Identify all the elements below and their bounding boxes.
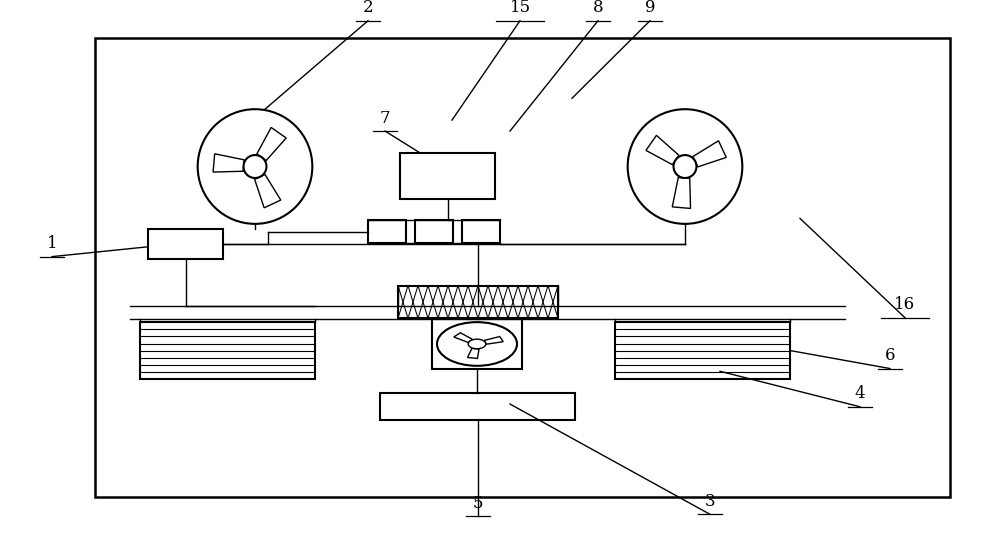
Bar — [95, 38, 950, 497]
Ellipse shape — [244, 155, 266, 178]
Polygon shape — [484, 336, 503, 344]
Bar — [415, 220, 453, 243]
Text: 7: 7 — [380, 110, 390, 127]
Polygon shape — [646, 135, 679, 165]
Polygon shape — [213, 154, 244, 172]
Ellipse shape — [198, 109, 312, 224]
Ellipse shape — [468, 339, 486, 349]
Bar — [140, 322, 315, 379]
Bar — [398, 286, 558, 318]
Ellipse shape — [674, 155, 696, 178]
Text: 2: 2 — [363, 0, 373, 16]
Bar — [368, 220, 406, 243]
Text: 8: 8 — [593, 0, 603, 16]
Text: 5: 5 — [473, 495, 483, 512]
Text: 16: 16 — [894, 296, 916, 313]
Bar — [462, 220, 500, 243]
Polygon shape — [693, 141, 726, 167]
Bar — [148, 229, 223, 259]
Ellipse shape — [628, 109, 742, 224]
Polygon shape — [255, 175, 281, 208]
Ellipse shape — [437, 322, 517, 366]
Text: 1: 1 — [47, 235, 57, 252]
Bar — [432, 319, 522, 369]
Bar — [615, 322, 790, 379]
Polygon shape — [257, 127, 286, 161]
Polygon shape — [468, 348, 479, 358]
Text: 9: 9 — [645, 0, 655, 16]
Bar — [380, 393, 575, 420]
Bar — [400, 153, 495, 199]
Polygon shape — [454, 333, 473, 342]
Text: 15: 15 — [509, 0, 531, 16]
Text: 6: 6 — [885, 347, 895, 364]
Text: 4: 4 — [855, 385, 865, 402]
Text: 3: 3 — [705, 493, 715, 510]
Polygon shape — [672, 177, 691, 209]
